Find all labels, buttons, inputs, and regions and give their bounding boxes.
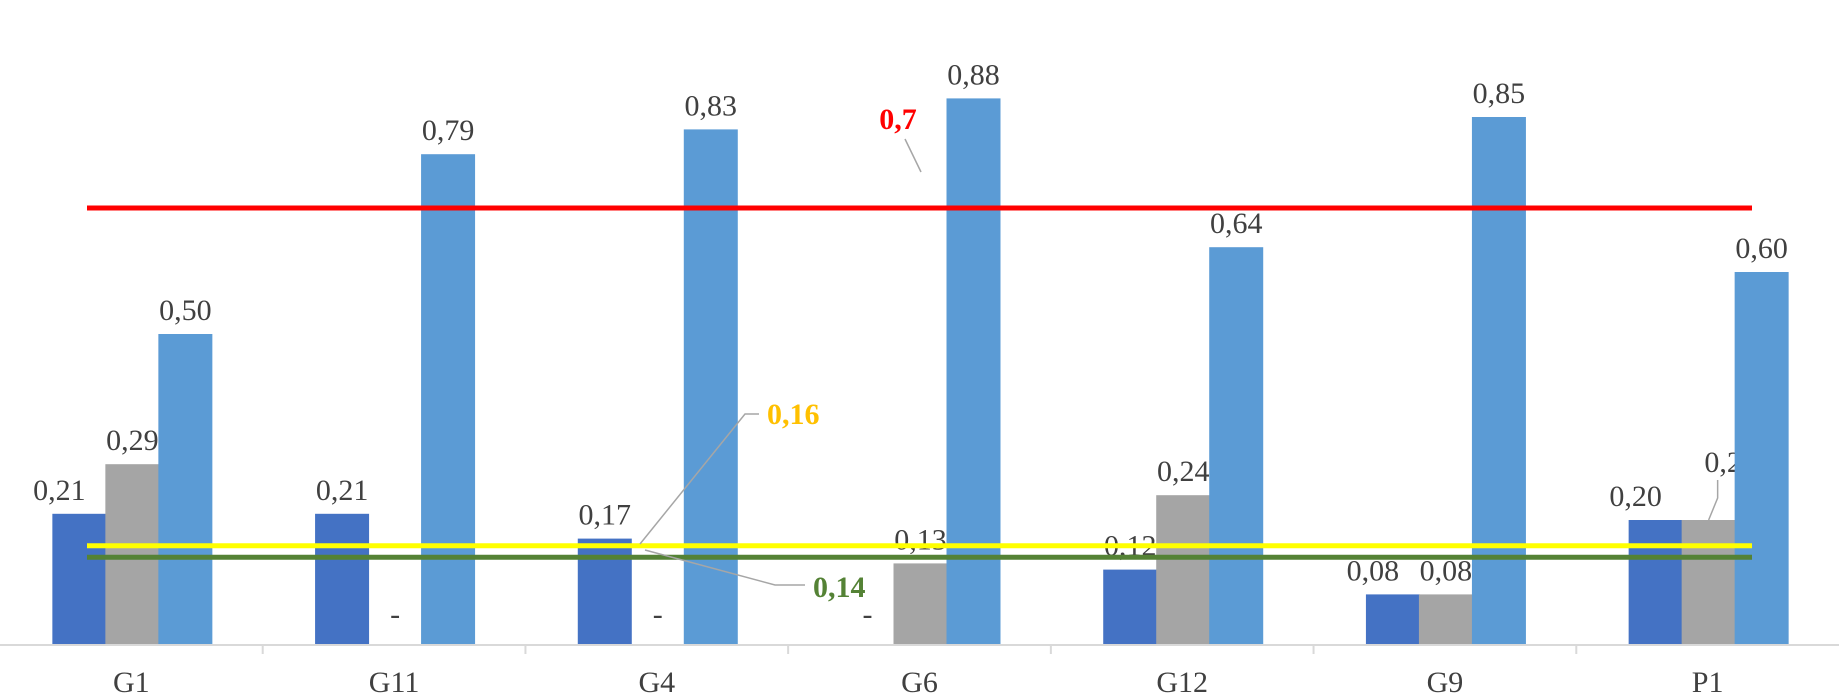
- leader-line: [904, 138, 922, 173]
- reference-line-label: 0,7: [879, 103, 917, 136]
- data-label: 0,21: [316, 474, 369, 507]
- bar: [893, 563, 948, 644]
- data-label: 0,83: [685, 89, 738, 122]
- data-label: 0,24: [1157, 455, 1210, 488]
- data-label: 0,17: [579, 499, 632, 532]
- data-label: -: [390, 598, 400, 631]
- bar: [1156, 495, 1211, 644]
- data-label: 0,50: [159, 294, 212, 327]
- data-label: 0,08: [1420, 554, 1473, 587]
- bar: [1209, 247, 1264, 644]
- bar: [315, 513, 370, 644]
- data-label: -: [653, 598, 663, 631]
- reference-line-label: 0,16: [767, 398, 820, 431]
- bar: [421, 154, 476, 644]
- data-label: 0,13: [894, 523, 947, 556]
- x-tick-label: G9: [1427, 666, 1464, 697]
- data-label: 0,60: [1735, 232, 1788, 265]
- leader-line: [639, 413, 759, 545]
- data-label: 0,79: [422, 114, 475, 147]
- reference-line-label: 0,14: [813, 571, 866, 604]
- data-label: -: [863, 598, 873, 631]
- data-label: 0,85: [1473, 77, 1526, 110]
- bar: [158, 334, 213, 644]
- x-tick-label: G11: [369, 666, 420, 697]
- bar: [105, 464, 160, 644]
- x-tick-label: G12: [1156, 666, 1208, 697]
- bar: [577, 538, 632, 644]
- bar: [1365, 594, 1420, 644]
- bar: [1103, 569, 1158, 644]
- data-label: 0,20: [1609, 480, 1662, 513]
- data-label: 0,29: [106, 424, 159, 457]
- bar: [1734, 272, 1789, 644]
- bar: [946, 98, 1001, 644]
- bar: [52, 513, 107, 644]
- bar: [1681, 520, 1736, 644]
- x-tick-label: G1: [113, 666, 150, 697]
- bar: [1471, 117, 1526, 644]
- x-tick-label: P1: [1692, 666, 1724, 697]
- x-tick-label: G6: [901, 666, 938, 697]
- data-label: 0,88: [947, 58, 1000, 91]
- data-label: 0,64: [1210, 207, 1263, 240]
- x-tick-label: G4: [638, 666, 675, 697]
- bar: [1628, 520, 1683, 644]
- data-label: 0,21: [33, 474, 86, 507]
- leader-line: [1707, 480, 1719, 521]
- bar: [1418, 594, 1473, 644]
- data-label: 0,08: [1347, 554, 1400, 587]
- leader-line: [644, 549, 805, 586]
